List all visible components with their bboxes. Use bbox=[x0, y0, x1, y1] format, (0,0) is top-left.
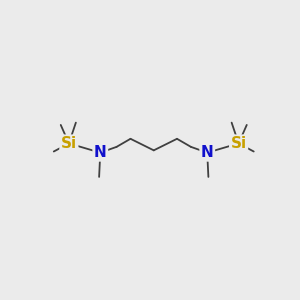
Text: Si: Si bbox=[231, 136, 247, 151]
Text: N: N bbox=[201, 145, 214, 160]
Text: Si: Si bbox=[61, 136, 77, 151]
Text: N: N bbox=[94, 145, 107, 160]
